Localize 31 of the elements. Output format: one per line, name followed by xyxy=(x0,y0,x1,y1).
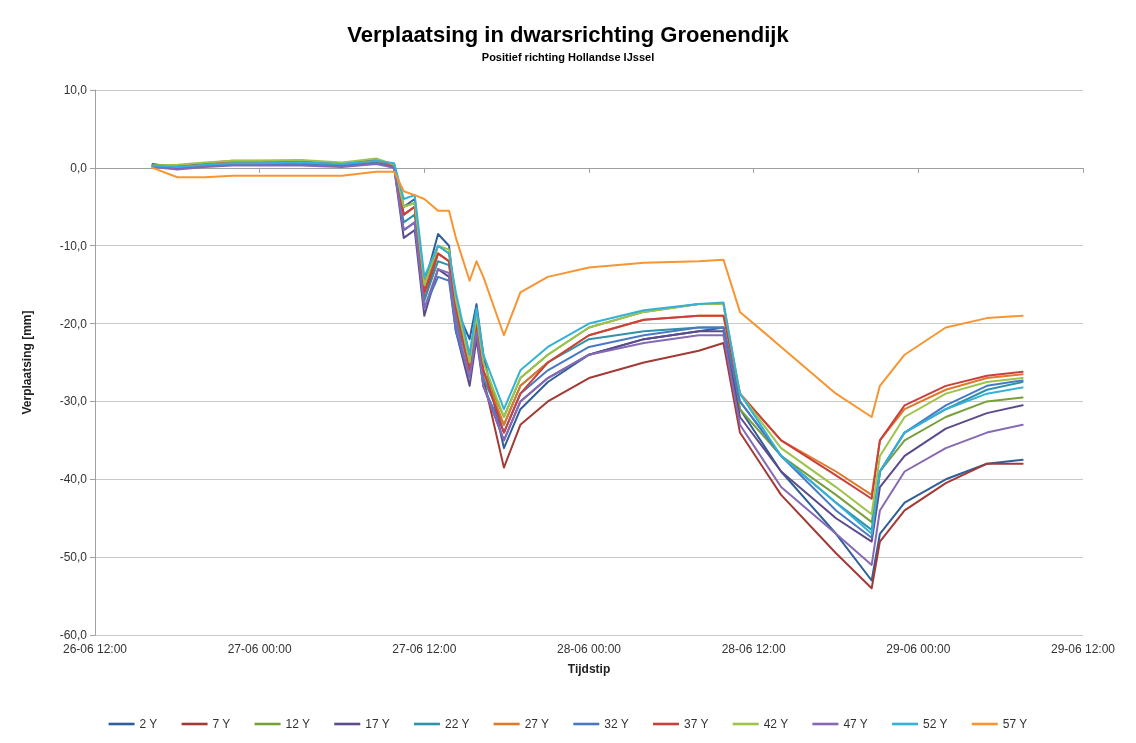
y-axis-title: Verplaatsing [mm] xyxy=(20,310,34,415)
legend-label: 12 Y xyxy=(285,717,311,731)
chart-title: Verplaatsing in dwarsrichting Groenendijk xyxy=(347,21,790,47)
legend-label: 52 Y xyxy=(923,717,948,731)
legend-label: 22 Y xyxy=(444,717,470,731)
x-axis-title: Tijdstip xyxy=(567,662,611,676)
y-tick-label: -20,0 xyxy=(59,316,88,331)
legend-label: 57 Y xyxy=(1002,717,1028,731)
y-tick-label: -10,0 xyxy=(59,238,88,253)
legend-label: 37 Y xyxy=(684,717,709,731)
x-tick-label: 26-06 12:00 xyxy=(62,642,128,656)
legend-label: 32 Y xyxy=(604,717,629,731)
y-tick-label: -60,0 xyxy=(59,628,88,642)
x-tick-label: 29-06 12:00 xyxy=(1050,642,1116,656)
legend-label: 17 Y xyxy=(365,717,390,731)
y-tick-label: -30,0 xyxy=(59,394,88,409)
y-tick-label: 0,0 xyxy=(70,160,88,175)
y-tick-label: -40,0 xyxy=(59,472,88,487)
y-tick-label: -50,0 xyxy=(59,550,88,565)
chart-subtitle: Positief richting Hollandse IJssel xyxy=(481,50,655,63)
legend-label: 7 Y xyxy=(212,717,231,731)
legend-label: 2 Y xyxy=(139,717,158,731)
x-tick-label: 27-06 00:00 xyxy=(227,642,293,656)
x-tick-label: 28-06 12:00 xyxy=(721,642,787,656)
x-tick-label: 28-06 00:00 xyxy=(556,642,622,656)
legend-label: 47 Y xyxy=(843,717,868,731)
legend-label: 27 Y xyxy=(524,717,550,731)
y-tick-label: 10,0 xyxy=(63,83,88,97)
x-tick-label: 27-06 12:00 xyxy=(392,642,457,656)
x-tick-label: 29-06 00:00 xyxy=(886,642,951,656)
legend-label: 42 Y xyxy=(763,717,789,731)
